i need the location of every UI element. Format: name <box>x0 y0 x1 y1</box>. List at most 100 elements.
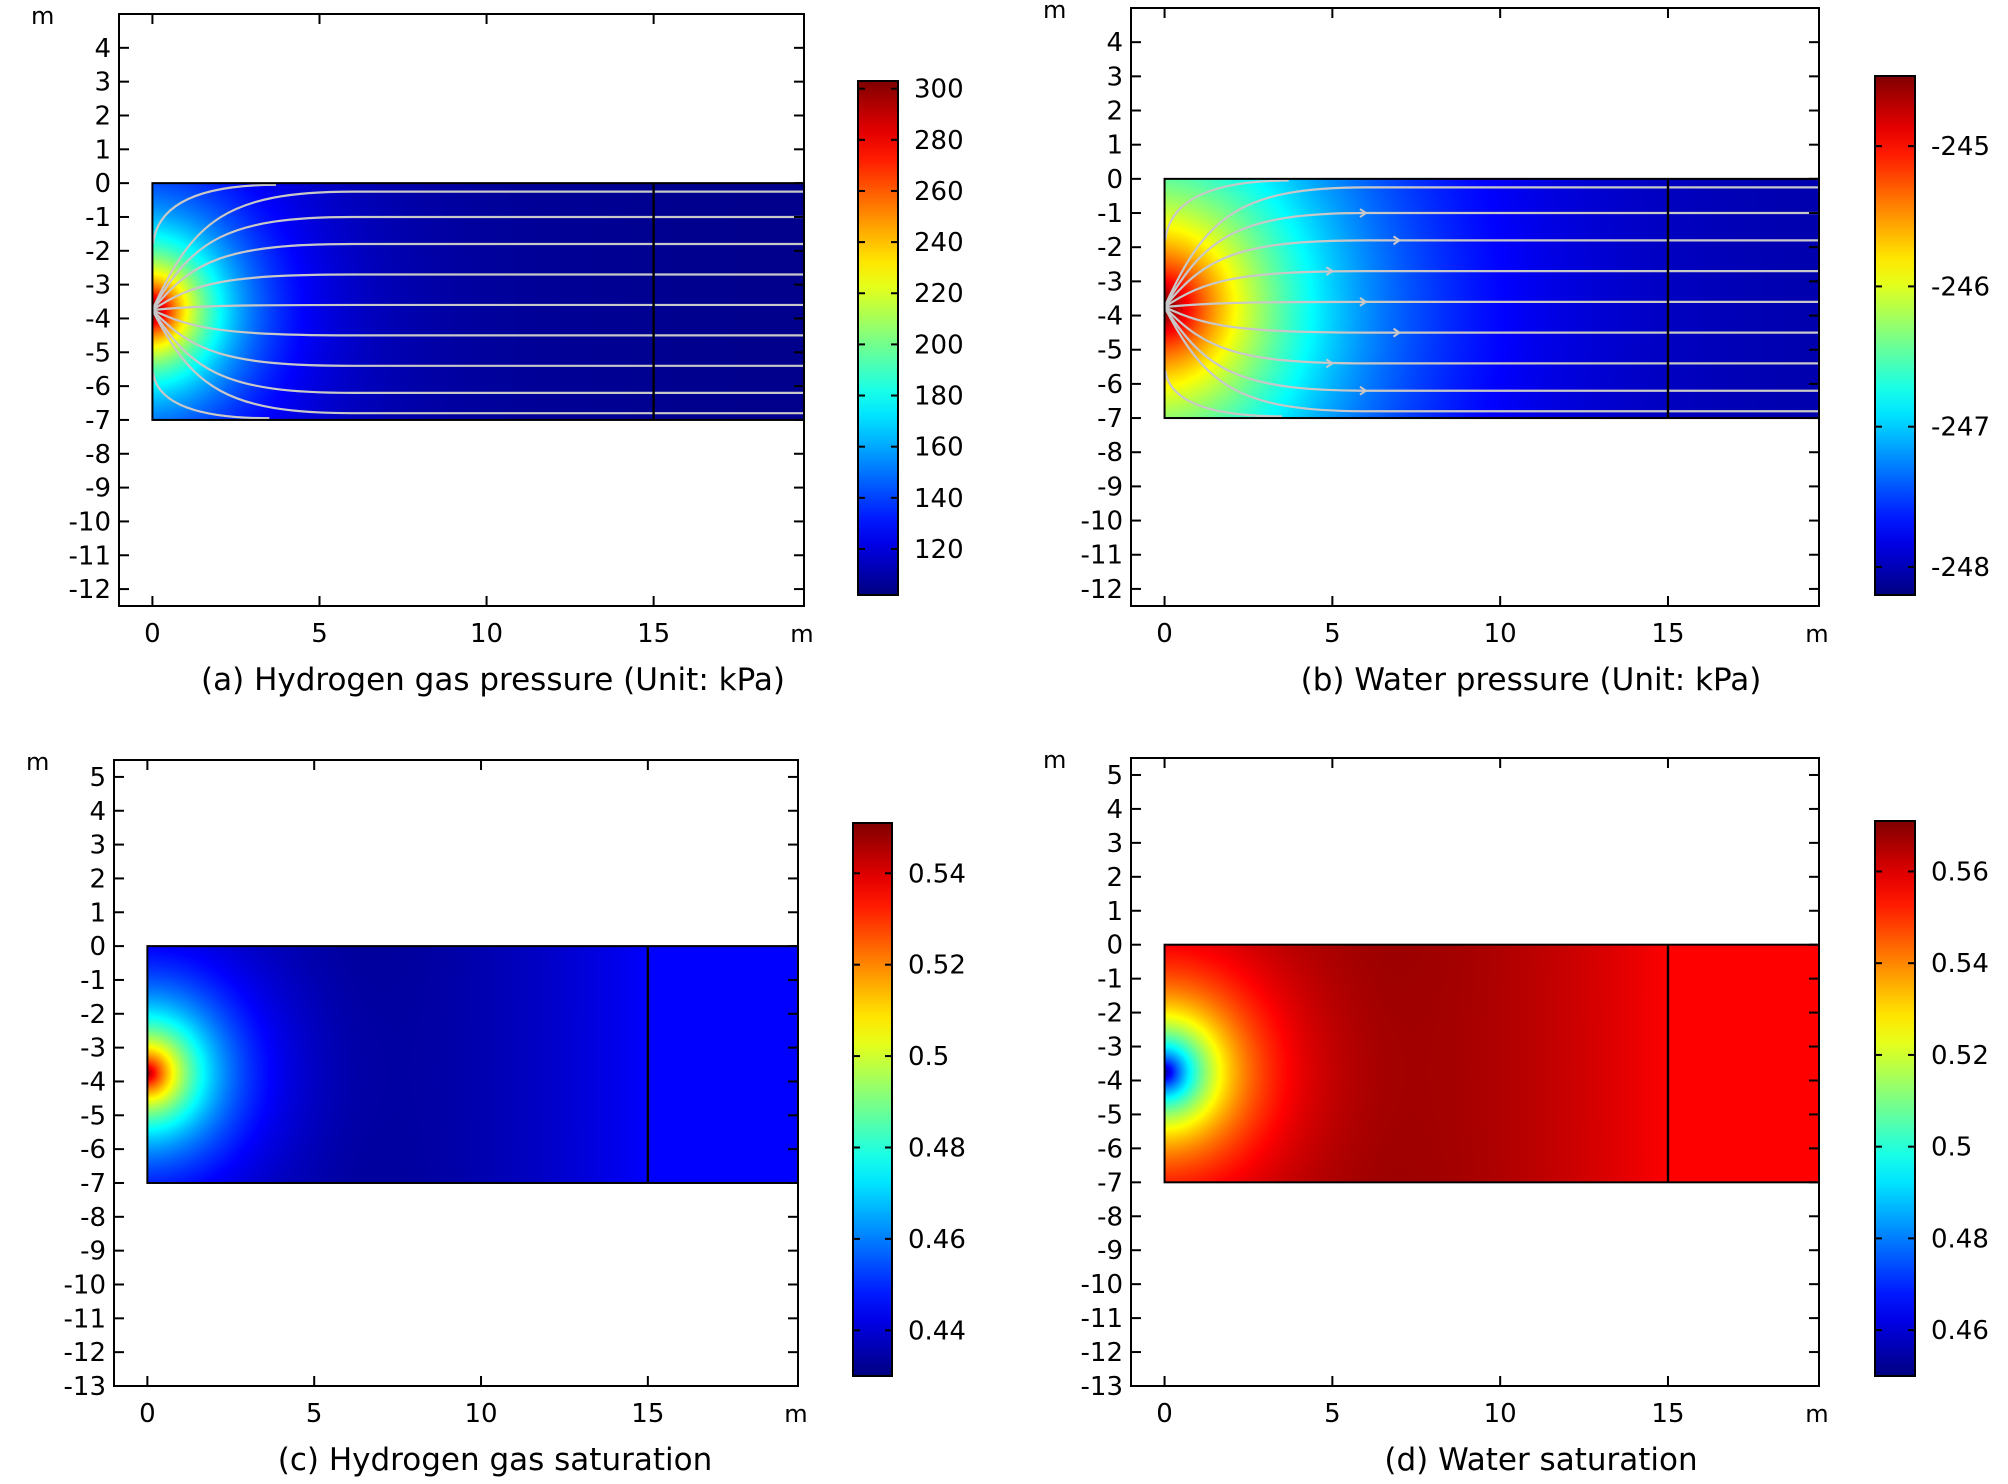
y-tick-label: -12 <box>64 1338 106 1368</box>
colorbar-tick-label: 260 <box>914 177 964 207</box>
colorbar-tick-label: 0.54 <box>1931 949 1989 979</box>
colorbar-tick-label: 180 <box>914 382 964 412</box>
y-tick-label: -9 <box>1097 472 1123 502</box>
colorbar <box>1874 75 1916 596</box>
y-tick-label: -4 <box>1097 302 1123 332</box>
x-tick-label: 15 <box>637 619 670 649</box>
y-tick-label: 2 <box>1106 863 1123 893</box>
y-tick-label: 4 <box>94 34 111 64</box>
x-tick-label: 15 <box>1651 1399 1684 1429</box>
streamline <box>1164 370 1283 418</box>
colorbar-tick-label: 220 <box>914 279 964 309</box>
y-tick-label: -2 <box>1097 999 1123 1029</box>
panel-caption: (a) Hydrogen gas pressure (Unit: kPa) <box>201 662 785 698</box>
colorbar-tick-label: 0.44 <box>908 1316 966 1346</box>
y-tick-label: -10 <box>64 1270 106 1300</box>
x-unit-label: m <box>790 620 813 648</box>
y-tick-label: -10 <box>69 507 111 537</box>
y-tick-label: -12 <box>69 575 111 605</box>
x-tick-label: 15 <box>631 1399 664 1429</box>
y-tick-label: -7 <box>85 406 111 436</box>
y-tick-label: -4 <box>80 1067 106 1097</box>
y-tick-label: 0 <box>1106 165 1123 195</box>
streamline <box>1164 300 1819 309</box>
colorbar-tick-label: -248 <box>1931 553 1990 583</box>
y-tick-label: -8 <box>1097 438 1123 468</box>
colorbar-tick-label: 0.52 <box>908 951 966 981</box>
x-tick-label: 10 <box>470 619 503 649</box>
heatmap-field <box>147 946 799 1184</box>
y-tick-label: -10 <box>1081 507 1123 537</box>
streamline-arrow <box>1325 266 1335 276</box>
y-tick-label: -8 <box>85 440 111 470</box>
y-tick-label: 1 <box>1106 897 1123 927</box>
y-tick-label: -9 <box>1097 1236 1123 1266</box>
y-tick-label: -5 <box>1097 1100 1123 1130</box>
streamline <box>151 215 804 311</box>
y-tick-label: -9 <box>80 1237 106 1267</box>
y-tick-label: -7 <box>80 1169 106 1199</box>
x-tick-label: 5 <box>1324 619 1341 649</box>
colorbar-tick-label: 0.54 <box>908 859 966 889</box>
y-tick-label: 1 <box>89 898 106 928</box>
y-tick-label: 3 <box>1106 62 1123 92</box>
colorbar <box>852 822 893 1377</box>
y-tick-label: -11 <box>1081 541 1123 571</box>
colorbar-tick-label: 280 <box>914 126 964 156</box>
colorbar-tick-label: 240 <box>914 228 964 258</box>
streamline <box>1163 306 1819 365</box>
y-tick-label: -6 <box>80 1135 106 1165</box>
streamline <box>1163 270 1819 308</box>
x-tick-label: 5 <box>306 1399 323 1429</box>
y-tick-label: 3 <box>94 68 111 98</box>
y-tick-label: -12 <box>1081 575 1123 605</box>
y-tick-label: -2 <box>80 1000 106 1030</box>
colorbar-tick-label: 160 <box>914 433 964 463</box>
panel-caption: (b) Water pressure (Unit: kPa) <box>1301 662 1762 698</box>
axes-frame <box>113 759 799 1387</box>
y-tick-label: -7 <box>1097 1168 1123 1198</box>
streamlines <box>1163 179 1819 418</box>
colorbar-tick-label: 0.52 <box>1931 1041 1989 1071</box>
y-tick-label: 0 <box>94 169 111 199</box>
streamline <box>1163 211 1819 308</box>
colorbar-tick-label: 0.48 <box>908 1133 966 1163</box>
colorbar-tick-label: 120 <box>914 535 964 565</box>
streamline <box>151 372 270 420</box>
y-tick-label: -13 <box>1081 1372 1123 1402</box>
y-unit-label: m <box>1043 0 1066 24</box>
y-tick-label: 2 <box>1106 97 1123 127</box>
colorbar-tick-label: 140 <box>914 484 964 514</box>
colorbar-tick-label: 0.5 <box>1931 1133 1972 1163</box>
y-tick-label: -1 <box>85 203 111 233</box>
colorbar-tick-label: -247 <box>1931 413 1990 443</box>
streamline <box>151 190 804 311</box>
x-tick-label: 0 <box>1156 619 1173 649</box>
y-tick-label: -10 <box>1081 1270 1123 1300</box>
colorbar-tick-label: 200 <box>914 330 964 360</box>
y-tick-label: -8 <box>80 1203 106 1233</box>
x-tick-label: 10 <box>1484 619 1517 649</box>
y-tick-label: -1 <box>1097 199 1123 229</box>
streamline <box>1164 306 1819 334</box>
streamline <box>1163 239 1819 308</box>
y-tick-label: 0 <box>89 932 106 962</box>
colorbar-tick-label: -246 <box>1931 272 1990 302</box>
y-tick-label: -2 <box>85 237 111 267</box>
streamline <box>151 183 277 245</box>
y-tick-label: -6 <box>85 372 111 402</box>
axes-frame <box>118 13 805 607</box>
y-tick-label: -4 <box>85 304 111 334</box>
y-tick-label: -5 <box>80 1101 106 1131</box>
y-tick-label: -1 <box>1097 965 1123 995</box>
colorbar-tick-label: 0.46 <box>908 1225 966 1255</box>
y-tick-label: -3 <box>1097 1033 1123 1063</box>
x-tick-label: 5 <box>1324 1399 1341 1429</box>
colorbar-tick-label: 0.56 <box>1931 857 1989 887</box>
streamline <box>151 242 804 311</box>
streamline-arrow <box>1325 358 1335 369</box>
streamline <box>151 309 804 394</box>
